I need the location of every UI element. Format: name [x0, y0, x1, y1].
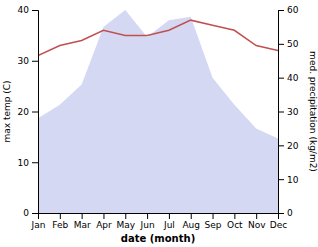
tick-mark — [32, 213, 38, 214]
tick: 30 — [18, 56, 38, 66]
tick-mark — [147, 213, 148, 219]
tick-label: 50 — [287, 39, 299, 49]
tick-label: 30 — [287, 107, 299, 117]
tick-label: 20 — [18, 107, 30, 117]
tick: 40 — [18, 5, 38, 15]
tick-label: Jun — [140, 220, 155, 230]
tick-label: 20 — [287, 141, 299, 151]
tick-mark — [234, 213, 235, 219]
tick-label: Mar — [74, 220, 91, 230]
tick-mark — [32, 10, 38, 11]
tick-mark — [103, 213, 104, 219]
tick-mark — [60, 213, 61, 219]
tick: Jun — [140, 213, 155, 230]
tick-mark — [32, 112, 38, 113]
tick: 50 — [278, 39, 299, 49]
tick-label: Dec — [270, 220, 287, 230]
tick-mark — [169, 213, 170, 219]
tick-label: Feb — [52, 220, 68, 230]
axis-line — [32, 11, 39, 214]
tick: 30 — [278, 107, 299, 117]
tick-mark — [256, 213, 257, 219]
y2-axis-title: med. precipitation (kg/m2) — [308, 51, 318, 172]
tick-label: Apr — [96, 220, 112, 230]
tick-mark — [278, 112, 284, 113]
x-axis: Jan Feb Mar Apr May Jun Jul Aug Sep Oct Nov Dec — [31, 213, 288, 230]
tick: 10 — [18, 158, 38, 168]
tick: Jul — [163, 213, 175, 230]
tick-mark — [278, 213, 284, 214]
tick: Oct — [227, 213, 243, 230]
marks — [38, 10, 278, 213]
tick-mark — [278, 145, 284, 146]
tick: 10 — [278, 175, 299, 185]
tick: Aug — [182, 213, 200, 230]
tick-label: 0 — [287, 208, 293, 218]
tick-mark — [32, 162, 38, 163]
y-axis: 0 10 20 30 40 — [18, 5, 39, 218]
y-axis-title: max temp (C) — [2, 80, 12, 142]
axis-line — [279, 11, 285, 214]
tick-mark — [32, 61, 38, 62]
tick-label: Aug — [182, 220, 200, 230]
tick-label: 60 — [287, 5, 299, 15]
chart: JanFebMarAprMayJunJulAugSepOctNovDec0102… — [0, 0, 318, 247]
tick-label: Nov — [248, 220, 266, 230]
tick-label: 10 — [287, 175, 299, 185]
area — [38, 10, 278, 213]
tick-mark — [278, 78, 284, 79]
tick-mark — [191, 213, 192, 219]
y2-axis: 0 10 20 30 40 50 60 — [278, 5, 299, 218]
tick: Dec — [270, 213, 287, 230]
tick-label: Jan — [31, 220, 46, 230]
tick: Sep — [205, 213, 222, 230]
tick: Feb — [52, 213, 68, 230]
line — [38, 20, 278, 56]
tick: 0 — [23, 208, 38, 218]
tick-label: Sep — [205, 220, 222, 230]
tick-mark — [125, 213, 126, 219]
tick-label: 10 — [18, 158, 30, 168]
tick-label: 40 — [18, 5, 30, 15]
tick-label: Jul — [163, 220, 175, 230]
tick-mark — [278, 10, 284, 11]
tick-label: May — [116, 220, 135, 230]
tick: 0 — [278, 208, 293, 218]
tick: Nov — [248, 213, 266, 230]
tick-mark — [213, 213, 214, 219]
tick: Mar — [74, 213, 91, 230]
tick-label: Oct — [227, 220, 243, 230]
tick-label: 0 — [23, 208, 29, 218]
axis-line — [39, 214, 279, 220]
tick: Apr — [96, 213, 112, 230]
x-axis-title: date (month) — [121, 233, 195, 244]
tick: May — [116, 213, 135, 230]
tick: 20 — [278, 141, 299, 151]
tick: 60 — [278, 5, 299, 15]
tick-mark — [278, 179, 284, 180]
tick: 40 — [278, 73, 299, 83]
tick: Jan — [31, 213, 46, 230]
tick-label: 30 — [18, 56, 30, 66]
tick-mark — [82, 213, 83, 219]
tick-label: 40 — [287, 73, 299, 83]
tick-mark — [278, 44, 284, 45]
plot: JanFebMarAprMayJunJulAugSepOctNovDec0102… — [18, 5, 299, 230]
chart-svg: JanFebMarAprMayJunJulAugSepOctNovDec0102… — [0, 0, 318, 247]
tick: 20 — [18, 107, 38, 117]
